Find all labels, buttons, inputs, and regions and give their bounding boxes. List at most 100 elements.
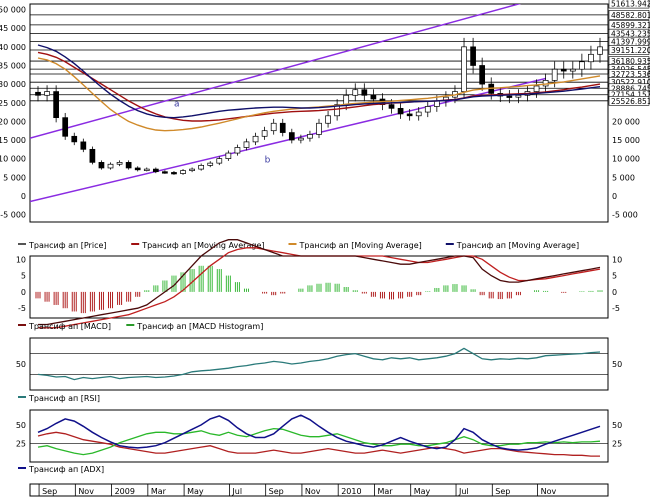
candle-body bbox=[53, 91, 59, 119]
candle bbox=[62, 112, 69, 140]
candle-body bbox=[216, 158, 223, 164]
price-ytick-right-0: 20 000 bbox=[612, 117, 640, 126]
candle-body bbox=[470, 46, 476, 66]
candle bbox=[35, 86, 41, 102]
main-legend-label-0: Трансиф ап [Price] bbox=[28, 241, 107, 250]
candle bbox=[189, 167, 195, 173]
candle bbox=[397, 103, 404, 119]
x-axis-label-5: Jul bbox=[231, 487, 242, 496]
candle bbox=[71, 132, 78, 146]
macd-ytick-right-3: -5 bbox=[612, 304, 620, 313]
price-panel-frame bbox=[29, 3, 609, 223]
candle bbox=[506, 90, 513, 104]
candle bbox=[406, 109, 413, 121]
adx-line bbox=[37, 414, 601, 451]
candle-body bbox=[370, 94, 377, 100]
candle-body bbox=[225, 152, 232, 159]
candle-body bbox=[107, 163, 114, 169]
candle bbox=[252, 132, 259, 146]
candle-body bbox=[424, 106, 431, 113]
candle bbox=[560, 61, 567, 79]
annotation-a: a bbox=[174, 99, 180, 109]
x-axis-label-2: 2009 bbox=[115, 487, 135, 496]
candle bbox=[243, 138, 250, 151]
candle-body bbox=[415, 111, 422, 117]
candle-body bbox=[515, 94, 522, 98]
macd-ytick-right-1: 5 bbox=[612, 272, 617, 281]
candle-body bbox=[325, 115, 331, 124]
candle-body bbox=[307, 134, 313, 139]
candle-body bbox=[152, 168, 159, 173]
price-ytick-right-3: 5 000 bbox=[612, 173, 635, 182]
candle bbox=[225, 150, 232, 161]
macd-ytick-left-1: 5 bbox=[21, 272, 26, 281]
candle bbox=[569, 61, 576, 79]
adx-panel-frame bbox=[29, 409, 609, 463]
candle-body bbox=[198, 165, 205, 170]
candle-body bbox=[298, 137, 304, 141]
price-level-label-1: 48582.8017 bbox=[611, 11, 650, 20]
candle bbox=[198, 163, 205, 171]
macd-line bbox=[38, 239, 601, 326]
x-axis-label-3: Mar bbox=[151, 487, 167, 496]
adx-ytick-right-0: 50 bbox=[612, 421, 622, 430]
adx-ytick-right-1: 25 bbox=[612, 439, 622, 448]
candle-body bbox=[261, 130, 268, 137]
candle-body bbox=[343, 94, 350, 105]
candle-body bbox=[234, 147, 241, 154]
macd-ytick-left-3: -5 bbox=[18, 304, 26, 313]
rsi-line bbox=[37, 347, 601, 381]
candle-body bbox=[316, 122, 322, 135]
candle bbox=[579, 53, 585, 77]
price-ytick-right-2: 10 000 bbox=[612, 155, 640, 164]
price-ytick-left-11: -5 000 bbox=[0, 211, 26, 220]
candle-body bbox=[352, 89, 359, 96]
x-axis-label-11: Jul bbox=[458, 487, 469, 496]
candle bbox=[325, 110, 331, 128]
candle-body bbox=[44, 91, 50, 96]
macd-ytick-left-0: 10 bbox=[16, 255, 26, 264]
price-ytick-right-1: 15 000 bbox=[612, 136, 640, 145]
price-level-tag-5 bbox=[608, 45, 650, 55]
price-level-label-0: 51613.9425 bbox=[611, 0, 650, 9]
candle-body bbox=[461, 46, 467, 92]
rsi-ytick-right-0: 50 bbox=[612, 360, 622, 369]
candle-body bbox=[334, 104, 340, 117]
candle bbox=[461, 37, 467, 98]
price-level-label-5: 39151.2204 bbox=[611, 46, 650, 55]
candle-body bbox=[134, 167, 141, 171]
candle bbox=[143, 167, 150, 172]
main-legend-label-2: Трансиф ап [Moving Average] bbox=[299, 241, 422, 250]
adx-di-plus-line bbox=[37, 427, 601, 456]
price-ytick-right-4: 0 bbox=[612, 192, 617, 201]
x-axis-label-9: Mar bbox=[377, 487, 393, 496]
candle bbox=[588, 45, 594, 70]
candle-body bbox=[406, 113, 413, 117]
x-axis-label-13: Nov bbox=[541, 487, 557, 496]
candle-body bbox=[560, 68, 567, 72]
candle bbox=[80, 138, 87, 153]
candle-body bbox=[143, 168, 150, 171]
candle-body bbox=[270, 122, 277, 132]
trend-channel-line-1 bbox=[30, 4, 522, 139]
candle bbox=[533, 79, 540, 98]
price-ytick-left-10: 0 bbox=[21, 192, 26, 201]
candle-body bbox=[397, 107, 404, 115]
candle-body bbox=[80, 141, 87, 150]
price-ytick-left-5: 25 000 bbox=[0, 99, 26, 108]
candle bbox=[307, 130, 313, 142]
price-ytick-left-6: 20 000 bbox=[0, 117, 26, 126]
price-ytick-left-1: 45 000 bbox=[0, 24, 26, 33]
candle-body bbox=[89, 148, 96, 163]
candle bbox=[424, 101, 431, 118]
price-ytick-left-2: 40 000 bbox=[0, 43, 26, 52]
candle-body bbox=[288, 132, 295, 141]
price-level-label-6: 36180.9357 bbox=[611, 57, 650, 66]
rsi-legend-label-0: Трансиф ап [RSI] bbox=[28, 394, 100, 403]
price-ytick-left-3: 35 000 bbox=[0, 61, 26, 70]
candle bbox=[261, 126, 268, 140]
candle-body bbox=[35, 91, 41, 96]
candle bbox=[597, 37, 603, 63]
candle-body bbox=[62, 117, 69, 137]
x-axis-label-1: Nov bbox=[78, 487, 94, 496]
